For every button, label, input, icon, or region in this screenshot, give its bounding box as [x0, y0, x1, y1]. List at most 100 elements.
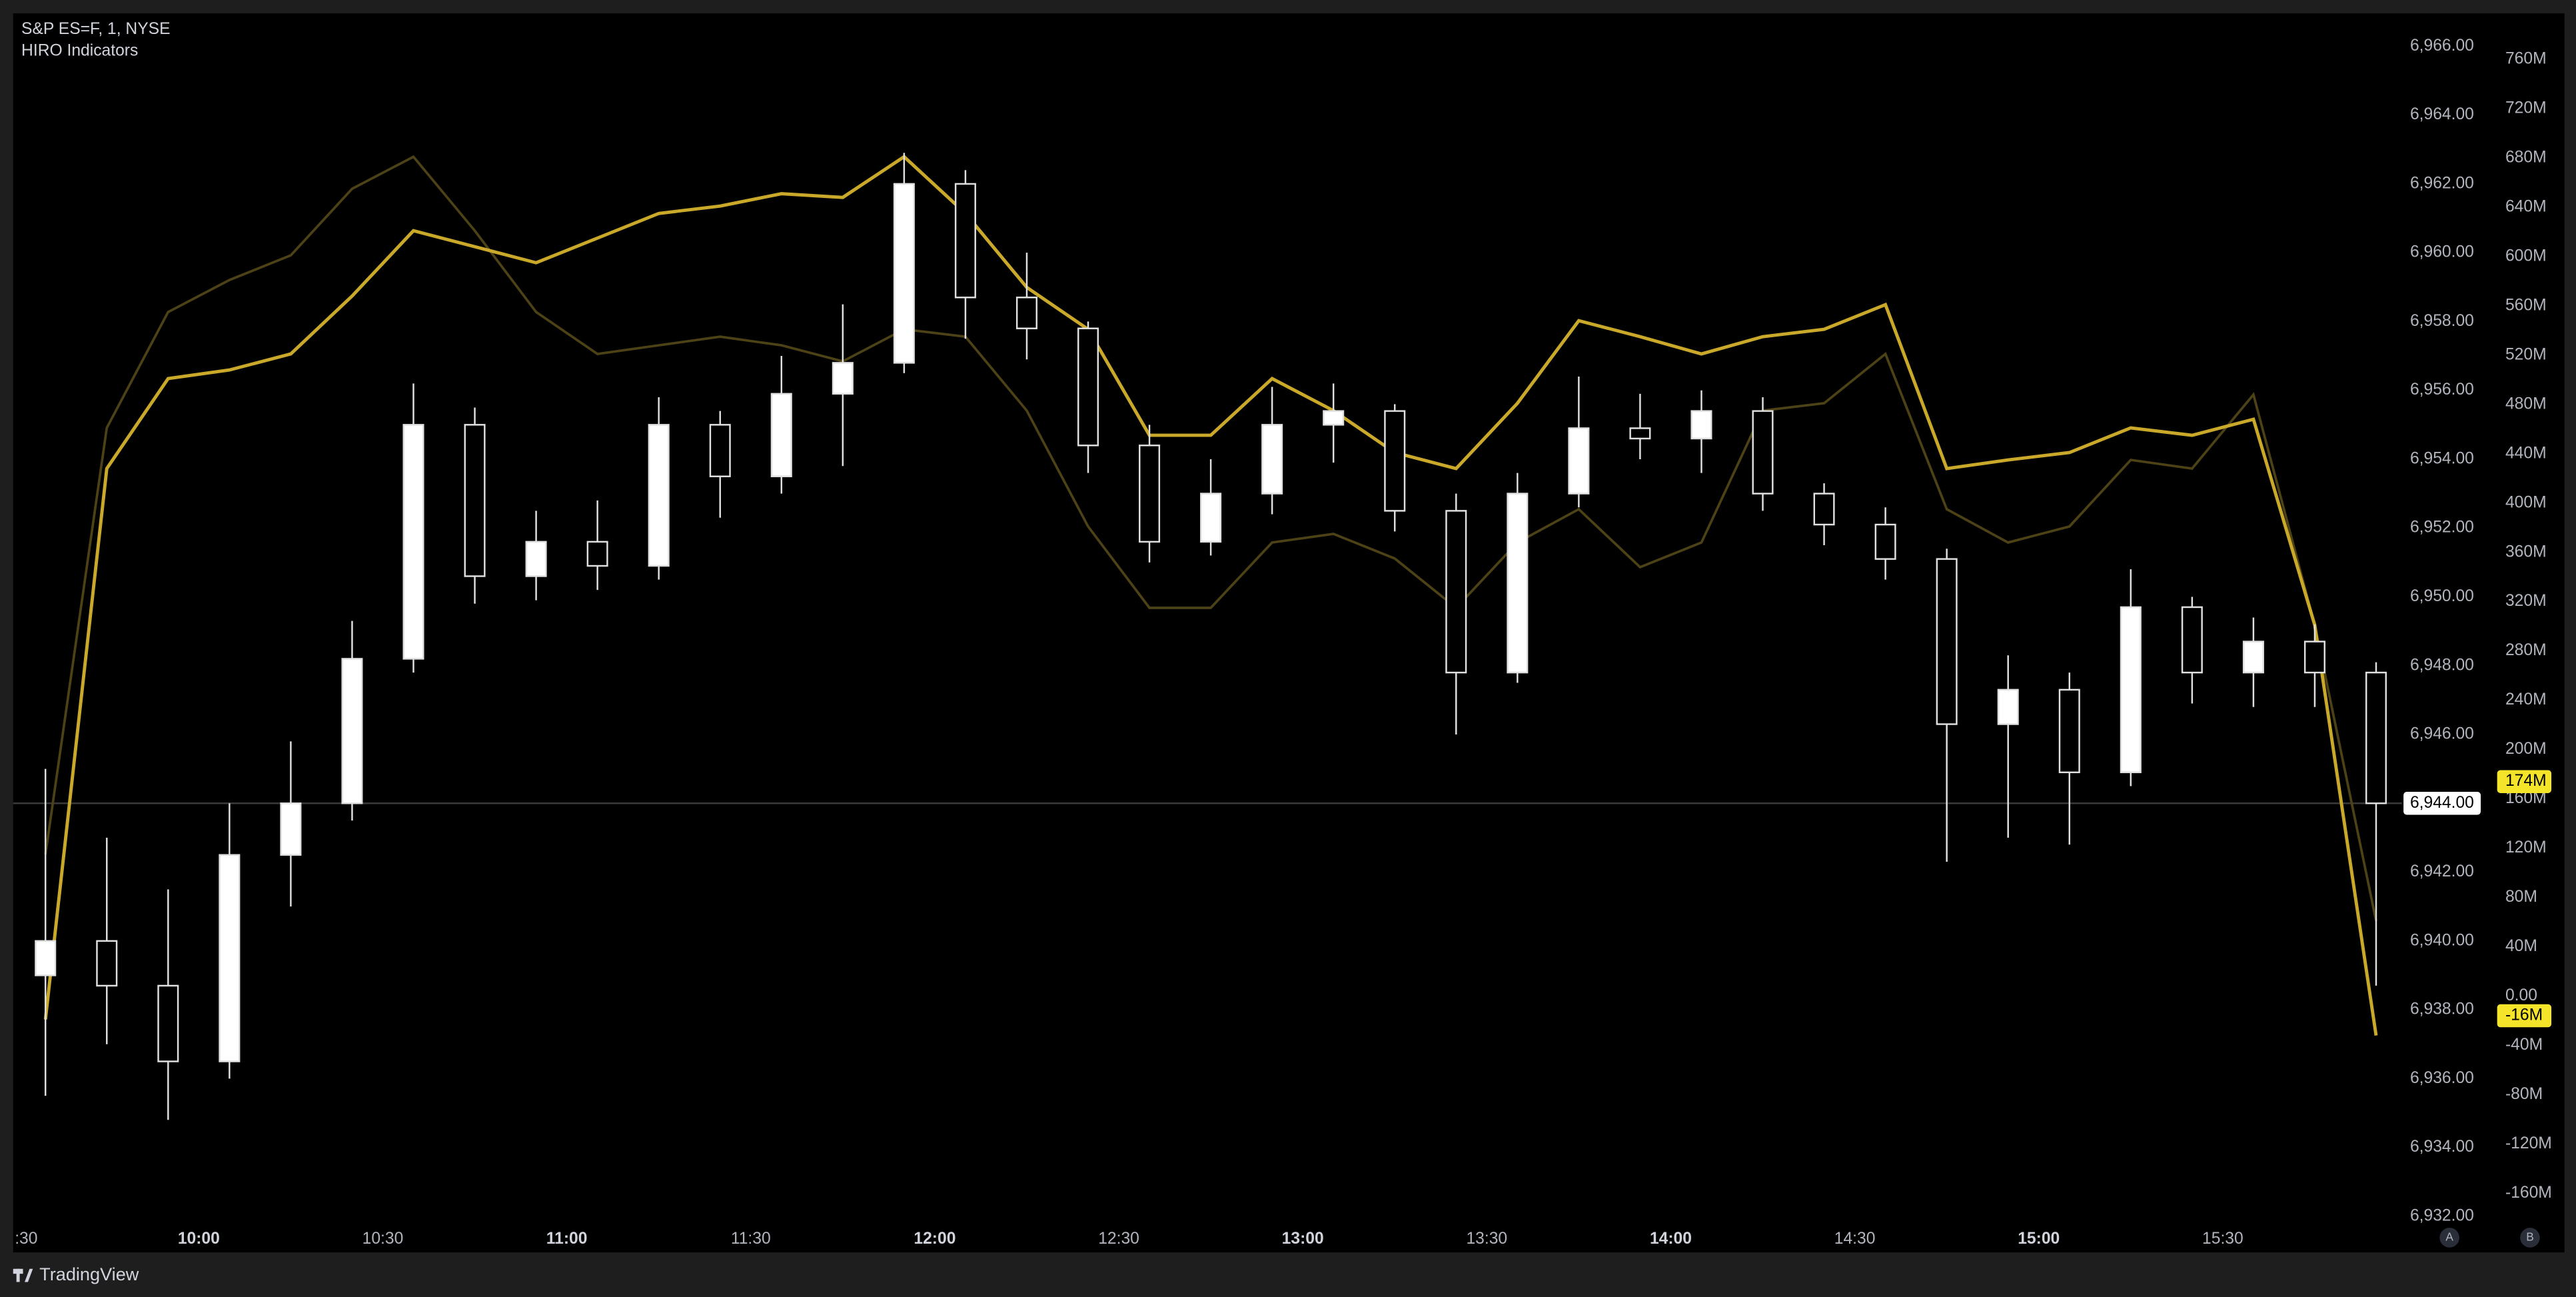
candle	[770, 356, 792, 494]
last-price-box	[2403, 792, 2481, 815]
y2-tick-label: 320M	[2505, 592, 2547, 610]
candle	[402, 383, 424, 673]
candle-body	[586, 541, 608, 567]
candle-body	[35, 940, 57, 976]
candle-body	[832, 362, 854, 395]
y2-tick-label: -80M	[2505, 1085, 2543, 1103]
y2-tick-label: 120M	[2505, 838, 2547, 856]
y-tick-label: 6,964.00	[2410, 105, 2474, 123]
y-tick-label: 6,962.00	[2410, 174, 2474, 192]
candle	[464, 407, 486, 604]
x-tick-label: 12:00	[914, 1230, 956, 1248]
candle	[2181, 597, 2203, 704]
y2-tick-label: 560M	[2505, 296, 2547, 314]
candle	[219, 803, 241, 1079]
y2-tick-label: 280M	[2505, 641, 2547, 659]
candle	[1752, 397, 1774, 511]
candle-body	[1936, 558, 1958, 725]
y-tick-label: 6,966.00	[2410, 37, 2474, 55]
y2-tick-label: 200M	[2505, 740, 2547, 758]
candle-body	[1384, 410, 1406, 512]
candle-body	[1874, 523, 1896, 560]
y-tick-label: 6,948.00	[2410, 656, 2474, 674]
candle	[1200, 459, 1222, 556]
brand: TradingView	[39, 1264, 139, 1284]
candle-body	[402, 424, 424, 660]
x-tick-label: 13:00	[1282, 1230, 1324, 1248]
x-tick-label: 15:00	[2018, 1230, 2060, 1248]
candle-body	[1445, 510, 1467, 674]
y-tick-label: 6,940.00	[2410, 931, 2474, 949]
y2-tick-label: 600M	[2505, 247, 2547, 265]
candle-body	[770, 393, 792, 478]
candle	[1568, 377, 1590, 508]
candle-body	[1200, 493, 1222, 543]
y2-tick-label: -160M	[2505, 1184, 2552, 1202]
candle	[1997, 655, 2019, 838]
candle-body	[2058, 688, 2080, 774]
last-price-label: 6,944.00	[2410, 794, 2474, 812]
candle-body	[709, 424, 731, 478]
candle-body	[2365, 671, 2387, 804]
candle-body	[893, 183, 915, 364]
candle	[157, 889, 179, 1120]
candle-body	[1507, 493, 1529, 674]
candle-body	[1261, 424, 1283, 495]
y-tick-label: 6,946.00	[2410, 725, 2474, 743]
candle	[1261, 387, 1283, 515]
y2-marker-label: -16M	[2505, 1006, 2543, 1024]
candle-body	[525, 541, 547, 577]
y2-tick-label: 400M	[2505, 493, 2547, 511]
x-tick-label: 10:00	[178, 1230, 220, 1248]
candle	[1690, 390, 1712, 473]
y2-tick-label: 40M	[2505, 937, 2537, 955]
candle	[1445, 493, 1467, 735]
candle-body	[2242, 641, 2264, 674]
y2-tick-label: 760M	[2505, 50, 2547, 68]
y-tick-label: 6,938.00	[2410, 1000, 2474, 1018]
x-tick-label: 14:00	[1650, 1230, 1692, 1248]
button-label: B	[2526, 1230, 2534, 1243]
symbol-title: S&P ES=F, 1, NYSE	[21, 20, 170, 38]
candle-body	[341, 658, 363, 804]
candle	[35, 768, 57, 1096]
candle-body	[954, 183, 976, 299]
candle	[2058, 672, 2080, 845]
candle	[1507, 473, 1529, 683]
candle	[525, 511, 547, 601]
y-tick-label: 6,942.00	[2410, 862, 2474, 880]
y-tick-label: 6,936.00	[2410, 1069, 2474, 1087]
y-tick-label: 6,934.00	[2410, 1138, 2474, 1156]
candle-body	[1629, 427, 1651, 440]
candle-body	[219, 854, 241, 1062]
y2-tick-label: 440M	[2505, 444, 2547, 462]
candle	[893, 153, 915, 373]
candle	[96, 837, 118, 1044]
button-b[interactable]: B	[2520, 1228, 2540, 1248]
y2-tick-label: 80M	[2505, 888, 2537, 906]
button-a[interactable]: A	[2439, 1228, 2459, 1248]
candle-body	[96, 940, 118, 987]
candle-body	[1690, 410, 1712, 440]
candle	[586, 500, 608, 591]
candle	[1813, 483, 1835, 546]
candle	[2365, 662, 2387, 986]
y2-marker-box	[2497, 770, 2552, 793]
candle	[2120, 569, 2142, 786]
candle-body	[1997, 688, 2019, 725]
candle	[1629, 393, 1651, 459]
candle	[1015, 253, 1037, 360]
y2-tick-label: -40M	[2505, 1036, 2543, 1054]
x-tick-label: 10:30	[362, 1230, 404, 1248]
candle-body	[648, 424, 670, 567]
candle-body	[157, 984, 179, 1062]
y-tick-label: 6,954.00	[2410, 449, 2474, 467]
y-tick-label: 6,960.00	[2410, 243, 2474, 261]
candle	[832, 304, 854, 467]
candle-body	[2181, 606, 2203, 674]
hiro-line	[44, 155, 2377, 922]
y-tick-label: 6,956.00	[2410, 381, 2474, 399]
y2-marker-label: 174M	[2505, 772, 2547, 790]
candle	[709, 411, 731, 518]
y2-tick-label: 240M	[2505, 690, 2547, 708]
